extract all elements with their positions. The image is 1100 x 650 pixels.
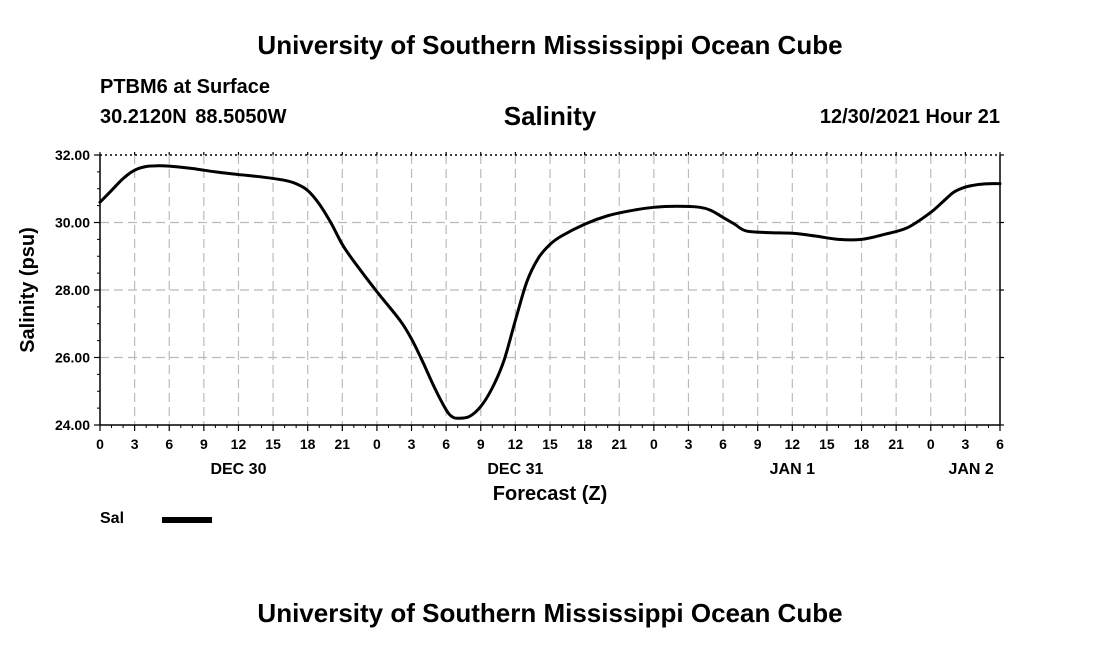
x-tick-label: 9 bbox=[477, 436, 485, 452]
x-day-label: JAN 1 bbox=[770, 461, 815, 478]
x-tick-label: 0 bbox=[373, 436, 381, 452]
x-tick-label: 6 bbox=[442, 436, 450, 452]
y-tick-label: 28.00 bbox=[55, 282, 90, 298]
y-tick-label: 26.00 bbox=[55, 350, 90, 366]
x-day-label: DEC 31 bbox=[487, 461, 543, 478]
x-tick-label: 0 bbox=[650, 436, 658, 452]
x-tick-label: 6 bbox=[719, 436, 727, 452]
x-tick-label: 0 bbox=[927, 436, 935, 452]
x-tick-label: 3 bbox=[961, 436, 969, 452]
x-tick-label: 18 bbox=[577, 436, 593, 452]
x-tick-label: 21 bbox=[888, 436, 904, 452]
x-tick-label: 15 bbox=[819, 436, 835, 452]
y-tick-label: 32.00 bbox=[55, 147, 90, 163]
x-tick-label: 0 bbox=[96, 436, 104, 452]
footer-org-title: University of Southern Mississippi Ocean… bbox=[257, 598, 843, 628]
x-tick-label: 18 bbox=[854, 436, 870, 452]
x-axis-title: Forecast (Z) bbox=[493, 483, 607, 505]
x-tick-label: 3 bbox=[408, 436, 416, 452]
y-tick-label: 24.00 bbox=[55, 417, 90, 433]
chart-title: Salinity bbox=[503, 101, 597, 131]
y-tick-label: 30.00 bbox=[55, 215, 90, 231]
x-day-label: DEC 30 bbox=[210, 461, 266, 478]
x-tick-label: 6 bbox=[996, 436, 1004, 452]
x-tick-label: 21 bbox=[335, 436, 351, 452]
org-title: University of Southern Mississippi Ocean… bbox=[257, 30, 843, 60]
legend-swatch bbox=[162, 517, 212, 523]
x-tick-label: 21 bbox=[611, 436, 627, 452]
x-tick-label: 15 bbox=[265, 436, 281, 452]
x-tick-label: 12 bbox=[231, 436, 247, 452]
x-tick-label: 3 bbox=[685, 436, 693, 452]
x-day-label: JAN 2 bbox=[948, 461, 993, 478]
x-tick-label: 6 bbox=[165, 436, 173, 452]
x-tick-label: 3 bbox=[131, 436, 139, 452]
series-line-sal bbox=[98, 164, 1002, 420]
x-tick-label: 18 bbox=[300, 436, 316, 452]
y-axis-title: Salinity (psu) bbox=[17, 227, 39, 353]
forecast-datetime: 12/30/2021 Hour 21 bbox=[819, 106, 1000, 128]
x-tick-label: 15 bbox=[542, 436, 558, 452]
x-tick-label: 9 bbox=[754, 436, 762, 452]
station-coords: 30.2120N 88.5050W bbox=[100, 106, 287, 128]
station-name: PTBM6 at Surface bbox=[100, 76, 271, 98]
x-tick-label: 12 bbox=[785, 436, 801, 452]
x-tick-label: 9 bbox=[200, 436, 208, 452]
x-tick-label: 12 bbox=[508, 436, 524, 452]
legend-label: Sal bbox=[100, 510, 125, 527]
